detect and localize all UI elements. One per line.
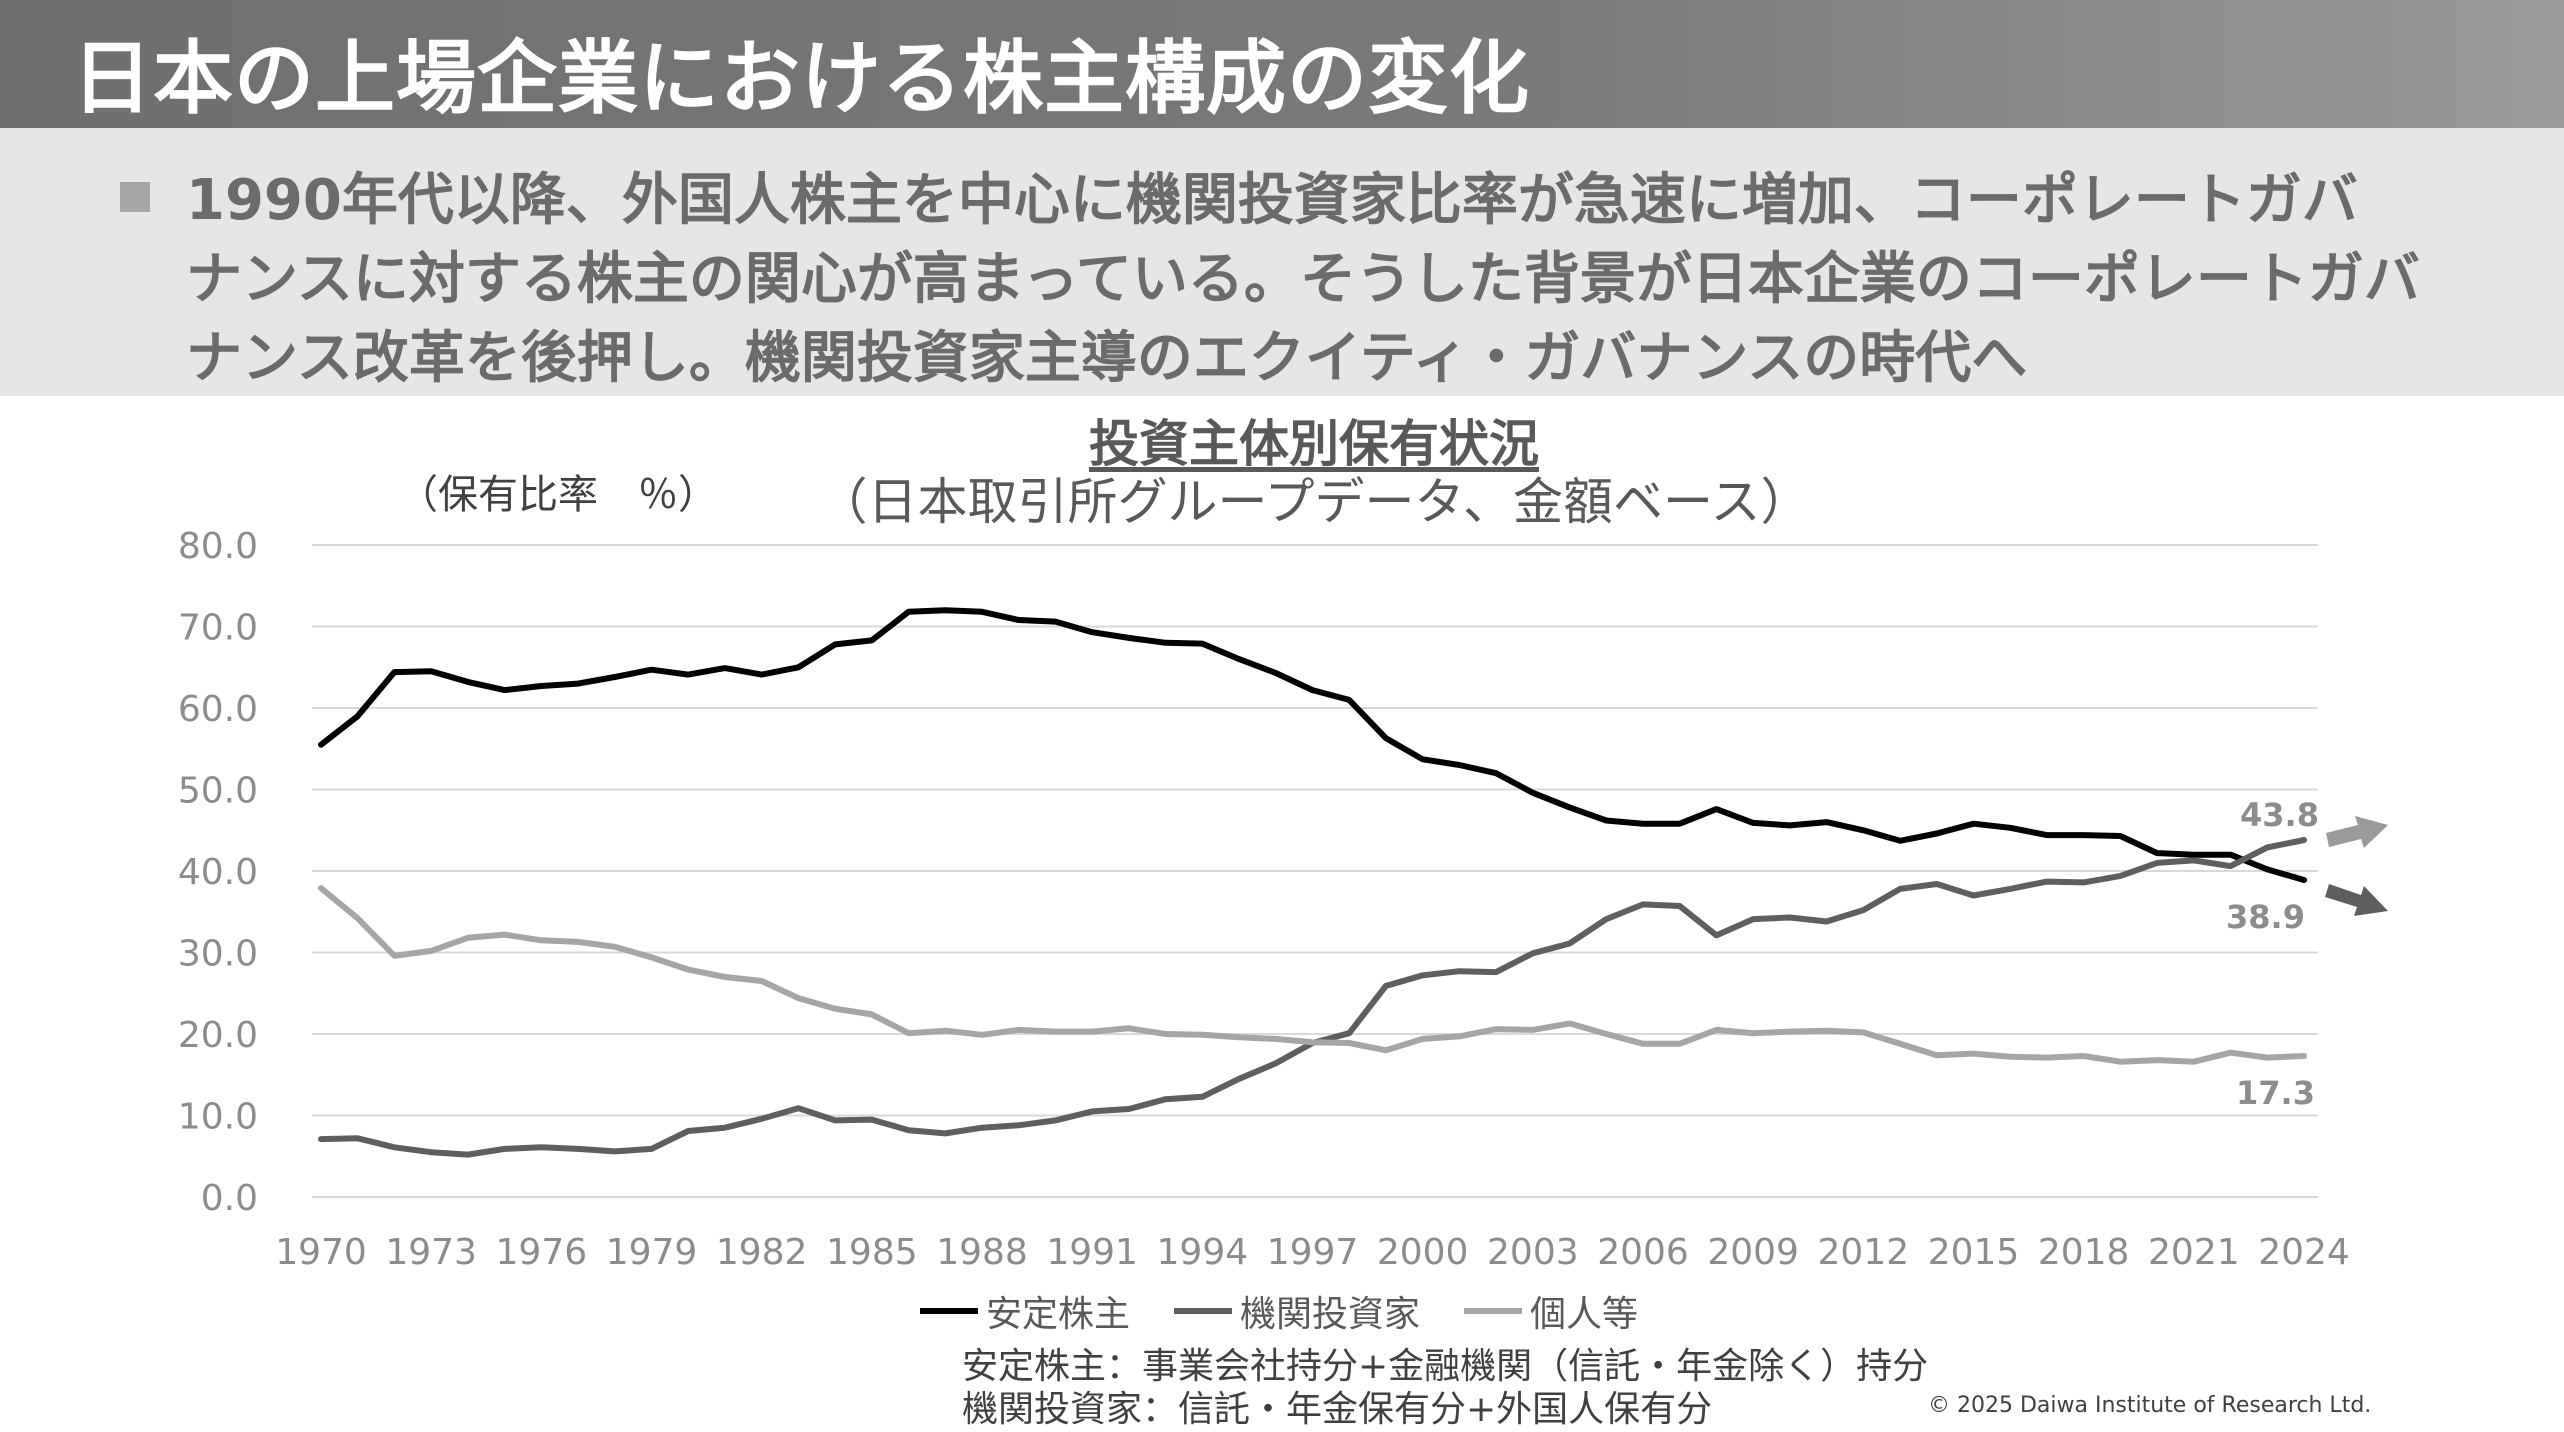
- x-tick-label: 1994: [1157, 1232, 1249, 1273]
- y-tick-label: 50.0: [178, 771, 258, 812]
- x-tick-label: 2024: [2258, 1232, 2350, 1273]
- x-tick-label: 1997: [1267, 1232, 1359, 1273]
- note-stable-definition: 安定株主：事業会社持分+金融機関（信託・年金除く）持分: [962, 1346, 1929, 1387]
- legend-label: 個人等: [1530, 1294, 1639, 1335]
- legend-swatch-institutional: [1174, 1308, 1233, 1314]
- y-tick-label: 20.0: [178, 1015, 258, 1056]
- summary-box: [0, 128, 2564, 396]
- legend-swatch-stable: [920, 1308, 978, 1314]
- page-title: 日本の上場企業における株主構成の変化: [72, 32, 1530, 125]
- annotations: 43.8 38.9 17.3: [2226, 796, 2388, 1112]
- y-tick-label: 40.0: [178, 852, 258, 893]
- legend-item-institutional: 機関投資家: [1174, 1285, 1420, 1337]
- chart-legend: 安定株主 機関投資家 個人等: [920, 1285, 1682, 1337]
- chart-title: 投資主体別保有状況: [1089, 415, 1539, 473]
- chart-subtitle: （日本取引所グループデータ、金額ベース）: [817, 473, 1811, 531]
- x-tick-label: 2012: [1818, 1232, 1910, 1273]
- y-tick-label: 80.0: [178, 526, 258, 567]
- note-institutional-definition: 機関投資家：信託・年金保有分+外国人保有分: [962, 1389, 1713, 1430]
- summary-line-3: ナンス改革を後押し。機関投資家主導のエクイティ・ガバナンスの時代へ: [186, 326, 2028, 391]
- x-tick-label: 2009: [1707, 1232, 1799, 1273]
- x-tick-label: 2018: [2038, 1232, 2130, 1273]
- series-line-institutional: [318, 837, 2307, 1158]
- x-tick-label: 2015: [1928, 1232, 2020, 1273]
- x-tick-label: 1976: [496, 1232, 588, 1273]
- y-tick-label: 10.0: [178, 1097, 258, 1138]
- x-tick-label: 1970: [275, 1232, 367, 1273]
- x-tick-label: 2021: [2148, 1232, 2240, 1273]
- x-tick-label: 1991: [1046, 1232, 1138, 1273]
- copyright: © 2025 Daiwa Institute of Research Ltd.: [1928, 1393, 2372, 1418]
- y-tick-label: 30.0: [178, 934, 258, 975]
- x-tick-label: 2003: [1487, 1232, 1579, 1273]
- square-bullet-icon: [120, 182, 150, 212]
- x-tick-label: 1973: [385, 1232, 477, 1273]
- end-label-institutional: 43.8: [2240, 796, 2319, 834]
- y-tick-labels: 0.0 10.0 20.0 30.0 40.0 50.0 60.0 70.0 80.0: [178, 526, 258, 1219]
- arrow-up-icon: [2326, 816, 2388, 848]
- x-tick-label: 1985: [826, 1232, 918, 1273]
- series-lines: [318, 607, 2307, 1158]
- arrow-down-icon: [2325, 884, 2388, 916]
- legend-item-stable: 安定株主: [920, 1285, 1130, 1337]
- end-label-individual: 17.3: [2236, 1074, 2315, 1112]
- x-tick-label: 2000: [1377, 1232, 1469, 1273]
- legend-label: 機関投資家: [1240, 1294, 1421, 1335]
- legend-label: 安定株主: [986, 1294, 1131, 1335]
- legend-item-individual: 個人等: [1464, 1285, 1638, 1337]
- x-tick-label: 1979: [606, 1232, 698, 1273]
- x-tick-label: 1982: [716, 1232, 808, 1273]
- gridlines: [312, 544, 2318, 1198]
- summary-line-2: ナンスに対する株主の関心が高まっている。そうした背景が日本企業のコーポレートガバ: [186, 247, 2420, 312]
- title-bar: 日本の上場企業における株主構成の変化: [0, 0, 2564, 128]
- x-tick-label: 1988: [936, 1232, 1028, 1273]
- series-line-stable: [318, 607, 2307, 883]
- x-tick-label: 2006: [1597, 1232, 1689, 1273]
- y-tick-label: 70.0: [178, 608, 258, 649]
- series-line-individual: [318, 885, 2307, 1065]
- x-tick-labels: 1970 1973 1976 1979 1982 1985 1988 1991 1994 1997…: [275, 1232, 2350, 1273]
- y-tick-label: 0.0: [201, 1178, 258, 1219]
- summary-line-1: 1990年代以降、外国人株主を中心に機関投資家比率が急速に増加、コーポレートガバ: [186, 168, 2358, 233]
- y-axis-label: （保有比率 ％）: [398, 472, 718, 518]
- legend-swatch-individual: [1464, 1308, 1523, 1314]
- y-tick-label: 60.0: [178, 689, 258, 730]
- end-label-stable: 38.9: [2226, 898, 2305, 936]
